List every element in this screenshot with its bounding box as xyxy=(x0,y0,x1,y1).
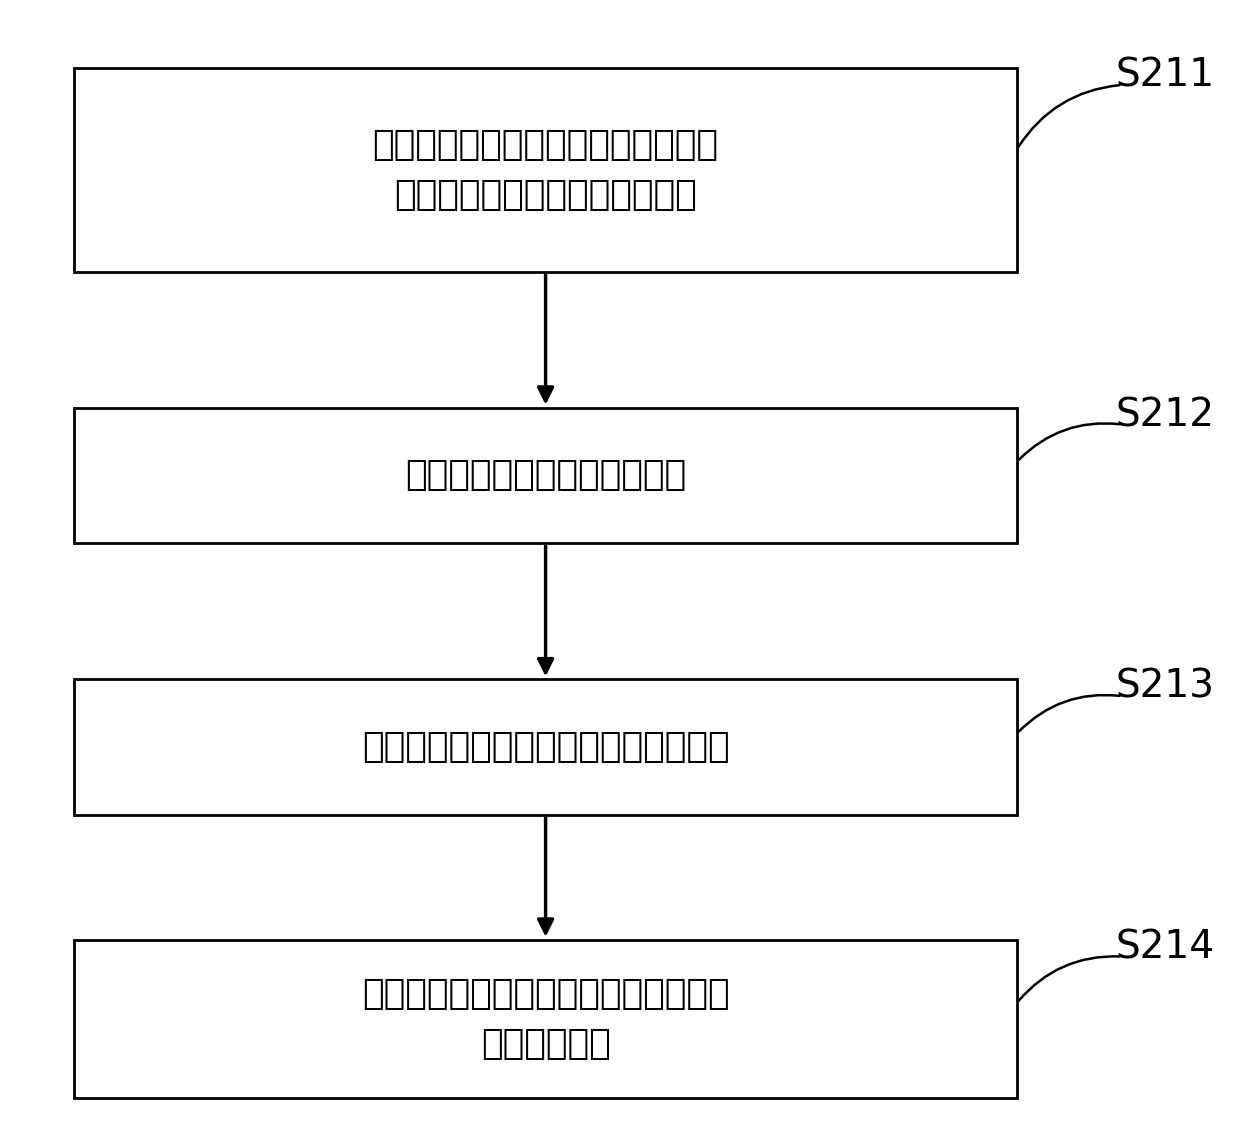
Text: 对预处理后的句子进行句法依存分析
并输出句子中词语间的依存关系: 对预处理后的句子进行句法依存分析 并输出句子中词语间的依存关系 xyxy=(372,128,719,212)
Bar xyxy=(74,679,1017,815)
Text: S211: S211 xyxy=(1116,57,1215,95)
Bar xyxy=(74,408,1017,543)
Text: S214: S214 xyxy=(1116,928,1215,967)
FancyArrowPatch shape xyxy=(1019,423,1120,460)
Text: 在判断结果为是时，提取该句子为潜在
问答对的句子: 在判断结果为是时，提取该句子为潜在 问答对的句子 xyxy=(362,977,729,1061)
Text: S212: S212 xyxy=(1116,396,1215,435)
Text: S213: S213 xyxy=(1116,668,1215,706)
Bar xyxy=(74,940,1017,1098)
Text: 根据依存关系提取句子的主干: 根据依存关系提取句子的主干 xyxy=(405,458,686,492)
Bar xyxy=(74,68,1017,272)
Text: 判断句子的主干是否存在潜在问答知识: 判断句子的主干是否存在潜在问答知识 xyxy=(362,730,729,764)
FancyArrowPatch shape xyxy=(1018,957,1120,1001)
FancyArrowPatch shape xyxy=(1018,85,1120,147)
FancyArrowPatch shape xyxy=(1019,695,1120,731)
